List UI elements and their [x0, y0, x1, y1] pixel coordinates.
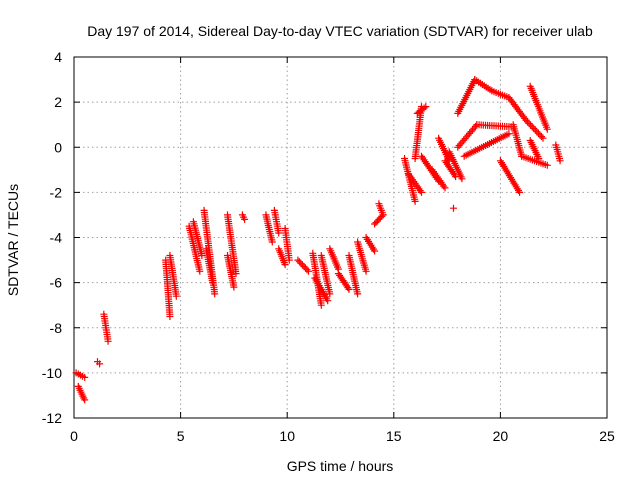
data-point-cluster — [371, 211, 387, 228]
x-tick-label: 25 — [599, 428, 615, 444]
data-point-cluster — [345, 252, 362, 298]
data-point-cluster — [450, 204, 457, 212]
data-point-cluster — [354, 238, 370, 275]
data-point-cluster — [526, 82, 551, 133]
data-point-cluster — [441, 157, 460, 181]
data-point-cluster — [238, 211, 249, 223]
data-point-cluster — [326, 245, 342, 273]
chart-title: Day 197 of 2014, Sidereal Day-to-day VTE… — [87, 23, 593, 39]
data-point-cluster — [317, 252, 334, 298]
data-point-cluster — [202, 245, 217, 287]
data-point-cluster — [200, 206, 219, 298]
data-point-cluster — [509, 121, 526, 160]
data-point-cluster — [262, 211, 276, 246]
x-tick-label: 10 — [279, 428, 295, 444]
data-point-cluster — [471, 76, 496, 95]
data-point-cluster — [445, 148, 466, 183]
y-tick-label: -8 — [50, 320, 63, 336]
data-point-cluster — [473, 121, 517, 131]
data-point-cluster — [496, 157, 524, 196]
data-point-cluster — [362, 234, 379, 255]
data-point-cluster — [460, 130, 513, 160]
data-point-cluster — [275, 245, 289, 269]
y-tick-label: -6 — [50, 275, 63, 291]
data-point-cluster — [413, 103, 430, 117]
data-point-cluster — [428, 166, 449, 192]
x-tick-label: 0 — [70, 428, 78, 444]
data-point-cluster — [224, 252, 238, 291]
grid-lines — [74, 57, 607, 418]
data-point-cluster — [94, 358, 104, 368]
y-tick-label: 2 — [54, 94, 62, 110]
y-tick-label: 4 — [54, 49, 62, 65]
data-point-cluster — [311, 274, 332, 305]
x-tick-labels: 0 5 10 15 20 25 — [70, 428, 615, 444]
data-point-cluster — [454, 121, 481, 151]
data-point-cluster — [189, 218, 206, 259]
y-tick-label: 0 — [54, 139, 62, 155]
y-tick-label: -4 — [50, 230, 63, 246]
y-tick-label: -10 — [42, 365, 62, 381]
data-points — [72, 76, 564, 404]
data-point-cluster — [518, 152, 551, 169]
data-point-cluster — [185, 222, 204, 275]
data-point-cluster — [100, 310, 112, 345]
data-point-cluster — [405, 170, 425, 196]
data-point-cluster — [454, 76, 479, 117]
data-point-cluster — [334, 270, 353, 293]
axes — [73, 56, 608, 419]
data-point-cluster — [224, 211, 240, 278]
x-axis-label: GPS time / hours — [287, 458, 394, 474]
data-point-cluster — [526, 137, 543, 162]
data-point-cluster — [505, 94, 530, 124]
data-point-cluster — [375, 200, 387, 219]
x-tick-label: 5 — [177, 428, 185, 444]
data-point-cluster — [270, 206, 283, 237]
data-point-cluster — [281, 225, 293, 264]
data-point-cluster — [166, 252, 180, 300]
data-point-cluster — [294, 256, 312, 275]
data-point-cluster — [72, 369, 89, 381]
data-point-cluster — [74, 382, 89, 404]
data-point-cluster — [552, 141, 564, 165]
data-point-cluster — [522, 116, 547, 142]
plot-frame — [73, 56, 608, 419]
data-point-cluster — [435, 134, 453, 165]
x-tick-label: 15 — [386, 428, 402, 444]
x-tick-label: 20 — [493, 428, 509, 444]
data-point-cluster — [162, 256, 174, 320]
y-tick-label: -12 — [42, 410, 62, 426]
y-tick-labels: -12 -10 -8 -6 -4 -2 0 2 4 — [42, 49, 62, 426]
y-tick-label: -2 — [50, 184, 63, 200]
y-axis-label: SDTVAR / TECUs — [5, 184, 21, 296]
